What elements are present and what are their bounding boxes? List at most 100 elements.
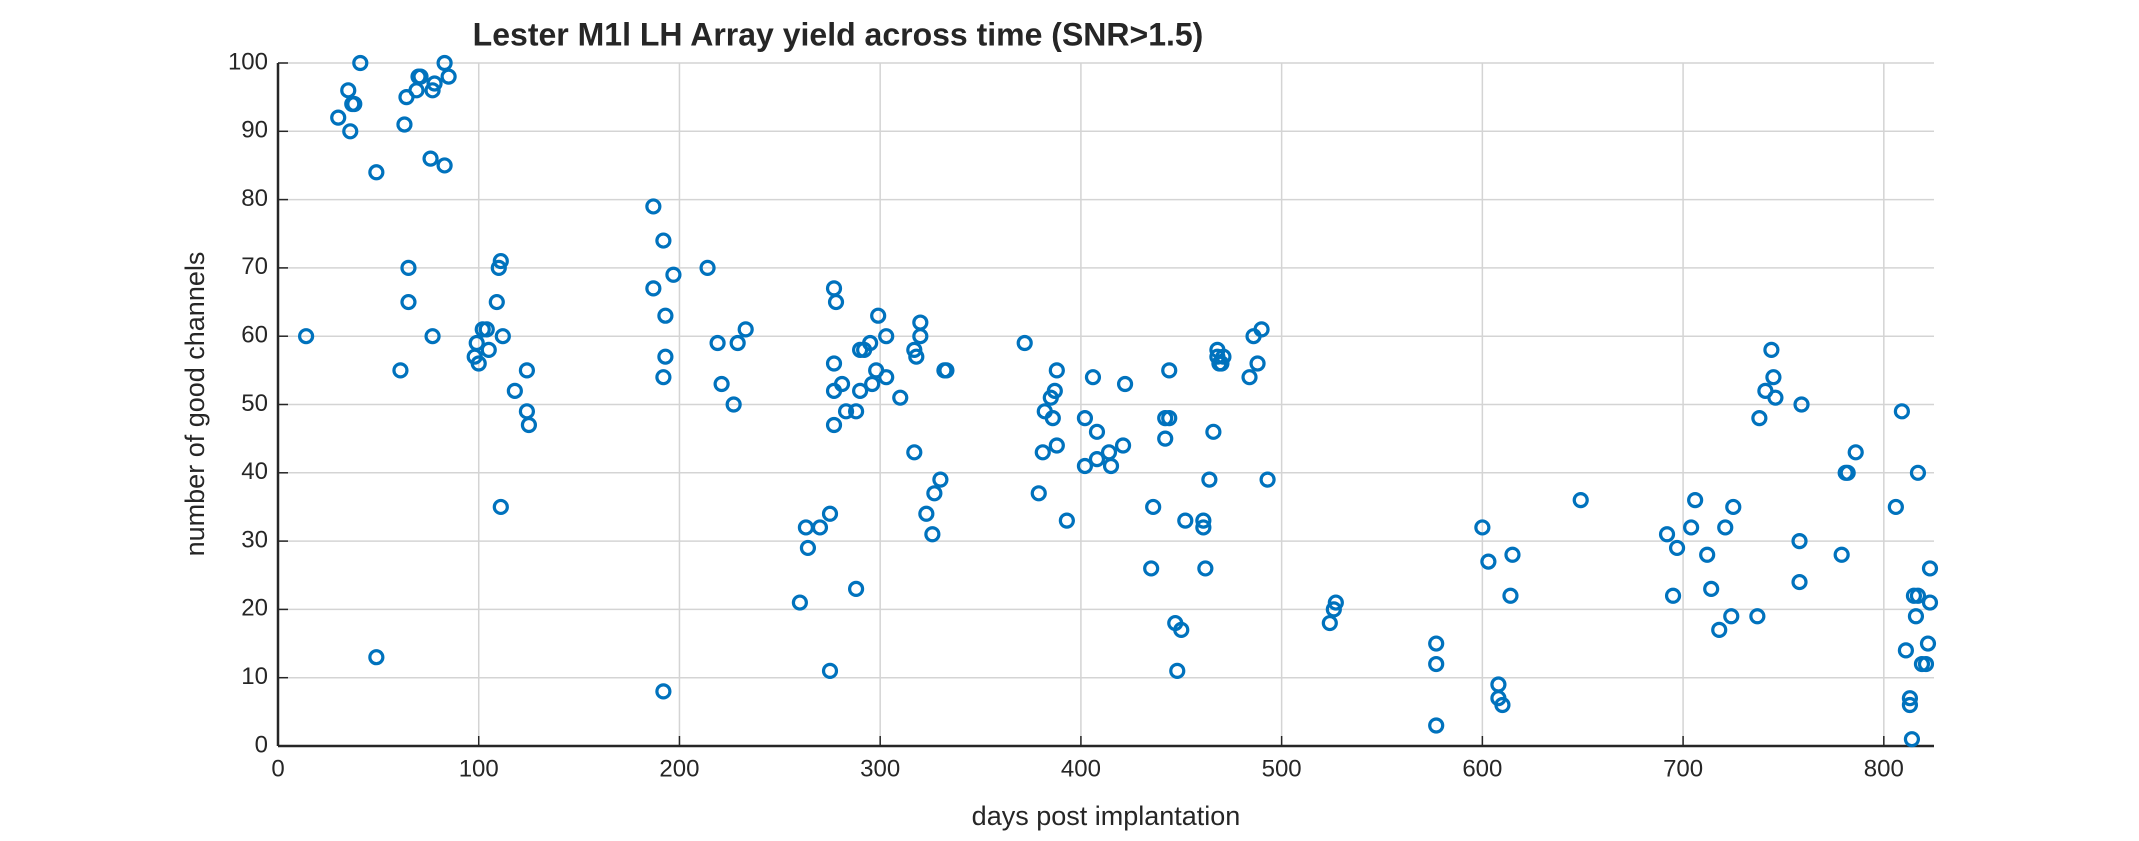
point xyxy=(1494,696,1511,714)
point xyxy=(1201,471,1218,488)
point xyxy=(1703,580,1720,598)
point xyxy=(1102,457,1120,475)
y-tick-label: 80 xyxy=(241,185,268,212)
point xyxy=(1921,594,1939,611)
point xyxy=(1100,444,1118,461)
point xyxy=(470,355,487,372)
point xyxy=(1683,519,1700,536)
point xyxy=(1076,410,1094,427)
point xyxy=(847,580,865,598)
point xyxy=(1173,621,1190,638)
y-tick-label: 90 xyxy=(241,117,268,144)
point xyxy=(1116,375,1134,393)
point xyxy=(1909,587,1927,604)
x-tick-label: 300 xyxy=(860,755,900,782)
point xyxy=(1428,635,1445,652)
point xyxy=(908,348,925,365)
point xyxy=(799,539,817,557)
point xyxy=(852,382,869,399)
point xyxy=(847,403,865,420)
point xyxy=(1241,369,1258,386)
point xyxy=(699,259,716,276)
point xyxy=(1428,655,1445,673)
point xyxy=(1177,512,1194,529)
point xyxy=(938,362,955,379)
point xyxy=(645,198,662,215)
x-tick-label: 400 xyxy=(1061,755,1101,782)
point xyxy=(440,68,457,85)
point xyxy=(1161,362,1178,379)
point xyxy=(1046,382,1063,399)
y-tick-label: 30 xyxy=(241,526,268,553)
point xyxy=(1205,423,1222,440)
y-tick-label: 10 xyxy=(241,663,268,690)
point xyxy=(1833,546,1850,563)
point xyxy=(1197,560,1214,577)
point xyxy=(729,334,746,352)
point xyxy=(478,321,495,338)
point xyxy=(494,328,511,345)
point xyxy=(1088,423,1106,440)
point xyxy=(657,348,674,365)
point xyxy=(1687,492,1704,509)
point xyxy=(825,355,843,372)
point xyxy=(1763,341,1780,358)
point xyxy=(833,375,851,393)
y-tick-label: 60 xyxy=(241,322,268,349)
point xyxy=(1048,362,1065,379)
point xyxy=(1076,457,1094,475)
point xyxy=(906,444,923,461)
point xyxy=(1901,690,1919,707)
point xyxy=(340,82,357,99)
point xyxy=(1157,430,1174,447)
point xyxy=(412,68,429,85)
point xyxy=(932,471,949,488)
point xyxy=(1084,369,1102,386)
point xyxy=(912,328,929,345)
x-tick-label: 100 xyxy=(459,755,499,782)
y-tick-label: 100 xyxy=(228,48,268,75)
point xyxy=(870,307,887,324)
point xyxy=(1474,519,1491,536)
point xyxy=(1428,717,1445,734)
point xyxy=(1088,451,1106,468)
point xyxy=(1897,642,1914,659)
point xyxy=(400,259,417,276)
point xyxy=(1504,546,1521,563)
point xyxy=(918,505,935,522)
point xyxy=(1327,594,1344,611)
point xyxy=(1919,635,1937,652)
point xyxy=(352,54,369,72)
x-tick-label: 600 xyxy=(1462,755,1502,782)
point xyxy=(1145,498,1162,516)
point xyxy=(1791,573,1808,591)
point xyxy=(837,403,855,420)
x-tick-label: 800 xyxy=(1864,755,1904,782)
point xyxy=(492,498,509,516)
x-tick-label: 0 xyxy=(271,755,284,782)
point xyxy=(1699,546,1716,563)
point xyxy=(518,362,536,379)
y-tick-label: 70 xyxy=(241,253,268,280)
point xyxy=(1169,662,1186,679)
point xyxy=(422,150,439,167)
point xyxy=(1723,608,1740,625)
point xyxy=(424,82,441,99)
point xyxy=(1839,464,1856,481)
point xyxy=(825,280,843,297)
point xyxy=(665,266,682,283)
point xyxy=(645,280,662,297)
point xyxy=(1901,696,1919,714)
point xyxy=(1711,621,1728,638)
point xyxy=(791,594,808,611)
point xyxy=(655,232,672,249)
point xyxy=(1195,519,1212,536)
point xyxy=(892,389,909,406)
point xyxy=(797,519,815,536)
point xyxy=(424,328,441,345)
point xyxy=(709,334,726,352)
point xyxy=(1253,321,1270,338)
point xyxy=(1767,389,1784,406)
point xyxy=(1480,553,1497,570)
